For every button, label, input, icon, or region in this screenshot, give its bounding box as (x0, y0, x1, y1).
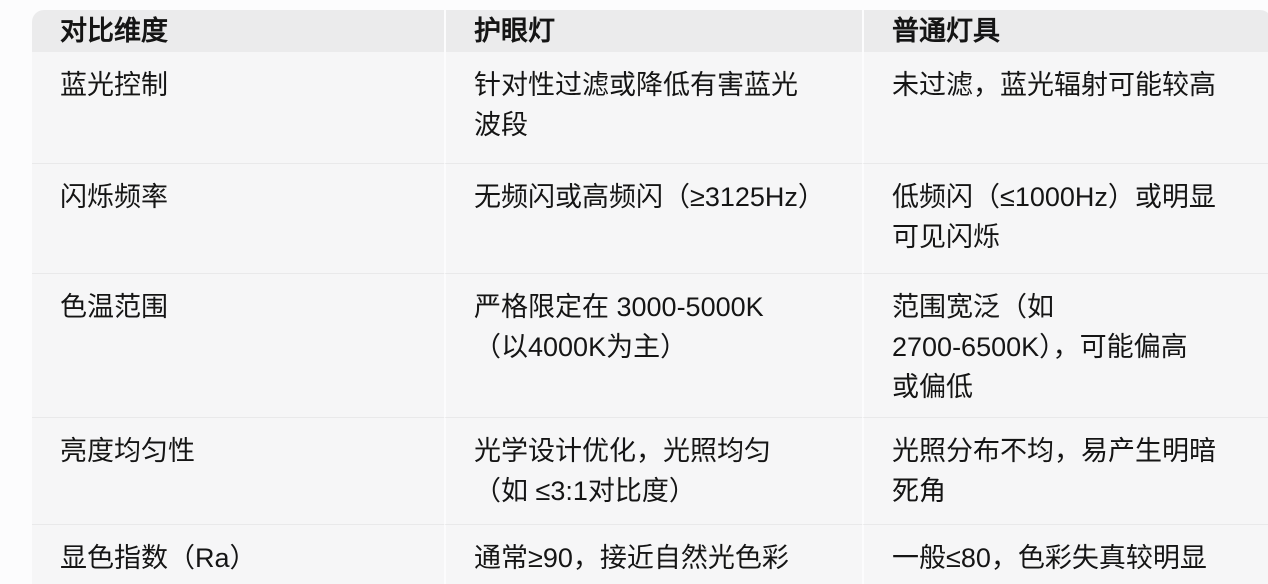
table-row-color-temp: 色温范围 严格限定在 3000-5000K （以4000K为主） 范围宽泛（如 … (32, 273, 1268, 417)
header-cell-ordinary-lamp: 普通灯具 (862, 10, 1268, 52)
cell-dimension: 色温范围 (32, 273, 444, 417)
cell-eye-care-lamp: 针对性过滤或降低有害蓝光 波段 (444, 52, 862, 163)
table-row-flicker: 闪烁频率 无频闪或高频闪（≥3125Hz） 低频闪（≤1000Hz）或明显 可见… (32, 163, 1268, 273)
table-row-uniformity: 亮度均匀性 光学设计优化，光照均匀 （如 ≤3:1对比度） 光照分布不均，易产生… (32, 417, 1268, 524)
cell-ordinary-lamp: 范围宽泛（如 2700-6500K），可能偏高 或偏低 (862, 273, 1268, 417)
cell-ordinary-lamp: 一般≤80，色彩失真较明显 (862, 524, 1268, 584)
cell-eye-care-lamp: 严格限定在 3000-5000K （以4000K为主） (444, 273, 862, 417)
cell-eye-care-lamp: 通常≥90，接近自然光色彩 (444, 524, 862, 584)
table-row-blue-light: 蓝光控制 针对性过滤或降低有害蓝光 波段 未过滤，蓝光辐射可能较高 (32, 52, 1268, 163)
cell-dimension: 闪烁频率 (32, 163, 444, 273)
cell-ordinary-lamp: 低频闪（≤1000Hz）或明显 可见闪烁 (862, 163, 1268, 273)
cell-dimension: 显色指数（Ra） (32, 524, 444, 584)
header-cell-eye-care-lamp: 护眼灯 (444, 10, 862, 52)
cell-eye-care-lamp: 光学设计优化，光照均匀 （如 ≤3:1对比度） (444, 417, 862, 524)
comparison-table: 对比维度 护眼灯 普通灯具 蓝光控制 针对性过滤或降低有害蓝光 波段 未过滤，蓝… (32, 10, 1268, 584)
cell-ordinary-lamp: 光照分布不均，易产生明暗 死角 (862, 417, 1268, 524)
header-cell-dimension: 对比维度 (32, 10, 444, 52)
table-row-cri: 显色指数（Ra） 通常≥90，接近自然光色彩 一般≤80，色彩失真较明显 (32, 524, 1268, 584)
cell-dimension: 蓝光控制 (32, 52, 444, 163)
cell-ordinary-lamp: 未过滤，蓝光辐射可能较高 (862, 52, 1268, 163)
cell-eye-care-lamp: 无频闪或高频闪（≥3125Hz） (444, 163, 862, 273)
table-header-row: 对比维度 护眼灯 普通灯具 (32, 10, 1268, 52)
cell-dimension: 亮度均匀性 (32, 417, 444, 524)
